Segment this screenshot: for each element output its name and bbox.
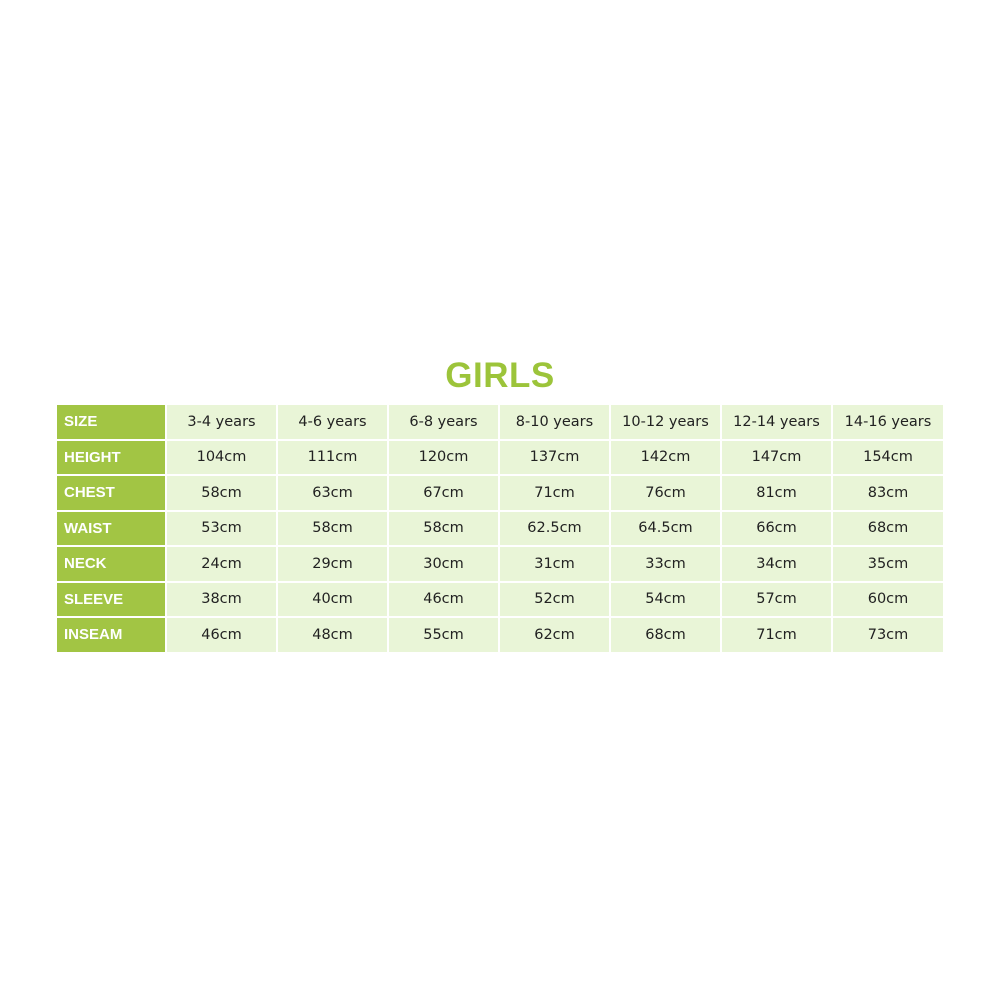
measurement-cell: 120cm — [387, 438, 500, 476]
measurement-cell: 58cm — [276, 509, 389, 547]
measurement-cell: 34cm — [720, 545, 833, 583]
measurement-cell: 73cm — [831, 616, 943, 652]
measurement-cell: 68cm — [831, 509, 943, 547]
measurement-cell: 147cm — [720, 438, 833, 476]
measurement-cell: 67cm — [387, 474, 500, 512]
measurement-cell: 48cm — [276, 616, 389, 652]
measurement-cell: 29cm — [276, 545, 389, 583]
table-row-sleeve: SLEEVE 38cm 40cm 46cm 52cm 54cm 57cm 60cm — [57, 580, 943, 618]
measurement-cell: 66cm — [720, 509, 833, 547]
measurement-cell: 64.5cm — [609, 509, 722, 547]
row-label: SLEEVE — [57, 580, 167, 618]
row-label: SIZE — [57, 405, 167, 441]
measurement-cell: 154cm — [831, 438, 943, 476]
measurement-cell: 30cm — [387, 545, 500, 583]
size-header-cell: 14-16 years — [831, 405, 943, 441]
measurement-cell: 111cm — [276, 438, 389, 476]
row-label: HEIGHT — [57, 438, 167, 476]
measurement-cell: 52cm — [498, 580, 611, 618]
table-row-size: SIZE 3-4 years 4-6 years 6-8 years 8-10 year… — [57, 405, 943, 441]
measurement-cell: 33cm — [609, 545, 722, 583]
size-header-cell: 6-8 years — [387, 405, 500, 441]
measurement-cell: 137cm — [498, 438, 611, 476]
table-row-waist: WAIST 53cm 58cm 58cm 62.5cm 64.5cm 66cm 68cm — [57, 509, 943, 547]
size-header-cell: 12-14 years — [720, 405, 833, 441]
measurement-cell: 76cm — [609, 474, 722, 512]
measurement-cell: 68cm — [609, 616, 722, 652]
measurement-cell: 58cm — [387, 509, 500, 547]
measurement-cell: 54cm — [609, 580, 722, 618]
row-label: CHEST — [57, 474, 167, 512]
table-row-neck: NECK 24cm 29cm 30cm 31cm 33cm 34cm 35cm — [57, 545, 943, 583]
measurement-cell: 60cm — [831, 580, 943, 618]
table-row-height: HEIGHT 104cm 111cm 120cm 137cm 142cm 147cm 154c… — [57, 438, 943, 476]
measurement-cell: 40cm — [276, 580, 389, 618]
measurement-cell: 71cm — [720, 616, 833, 652]
size-header-cell: 8-10 years — [498, 405, 611, 441]
size-header-cell: 4-6 years — [276, 405, 389, 441]
row-label: INSEAM — [57, 616, 167, 652]
measurement-cell: 31cm — [498, 545, 611, 583]
size-header-cell: 10-12 years — [609, 405, 722, 441]
page-title: GIRLS — [445, 356, 555, 395]
table-row-inseam: INSEAM 46cm 48cm 55cm 62cm 68cm 71cm 73cm — [57, 616, 943, 652]
measurement-cell: 71cm — [498, 474, 611, 512]
size-header-cell: 3-4 years — [165, 405, 278, 441]
measurement-cell: 104cm — [165, 438, 278, 476]
measurement-cell: 24cm — [165, 545, 278, 583]
measurement-cell: 35cm — [831, 545, 943, 583]
table-row-chest: CHEST 58cm 63cm 67cm 71cm 76cm 81cm 83cm — [57, 474, 943, 512]
measurement-cell: 62cm — [498, 616, 611, 652]
measurement-cell: 53cm — [165, 509, 278, 547]
measurement-cell: 38cm — [165, 580, 278, 618]
measurement-cell: 63cm — [276, 474, 389, 512]
measurement-cell: 83cm — [831, 474, 943, 512]
measurement-cell: 46cm — [165, 616, 278, 652]
row-label: NECK — [57, 545, 167, 583]
measurement-cell: 62.5cm — [498, 509, 611, 547]
size-chart-table: SIZE 3-4 years 4-6 years 6-8 years 8-10 year… — [57, 405, 943, 652]
measurement-cell: 57cm — [720, 580, 833, 618]
row-label: WAIST — [57, 509, 167, 547]
measurement-cell: 81cm — [720, 474, 833, 512]
measurement-cell: 142cm — [609, 438, 722, 476]
measurement-cell: 58cm — [165, 474, 278, 512]
measurement-cell: 55cm — [387, 616, 500, 652]
measurement-cell: 46cm — [387, 580, 500, 618]
